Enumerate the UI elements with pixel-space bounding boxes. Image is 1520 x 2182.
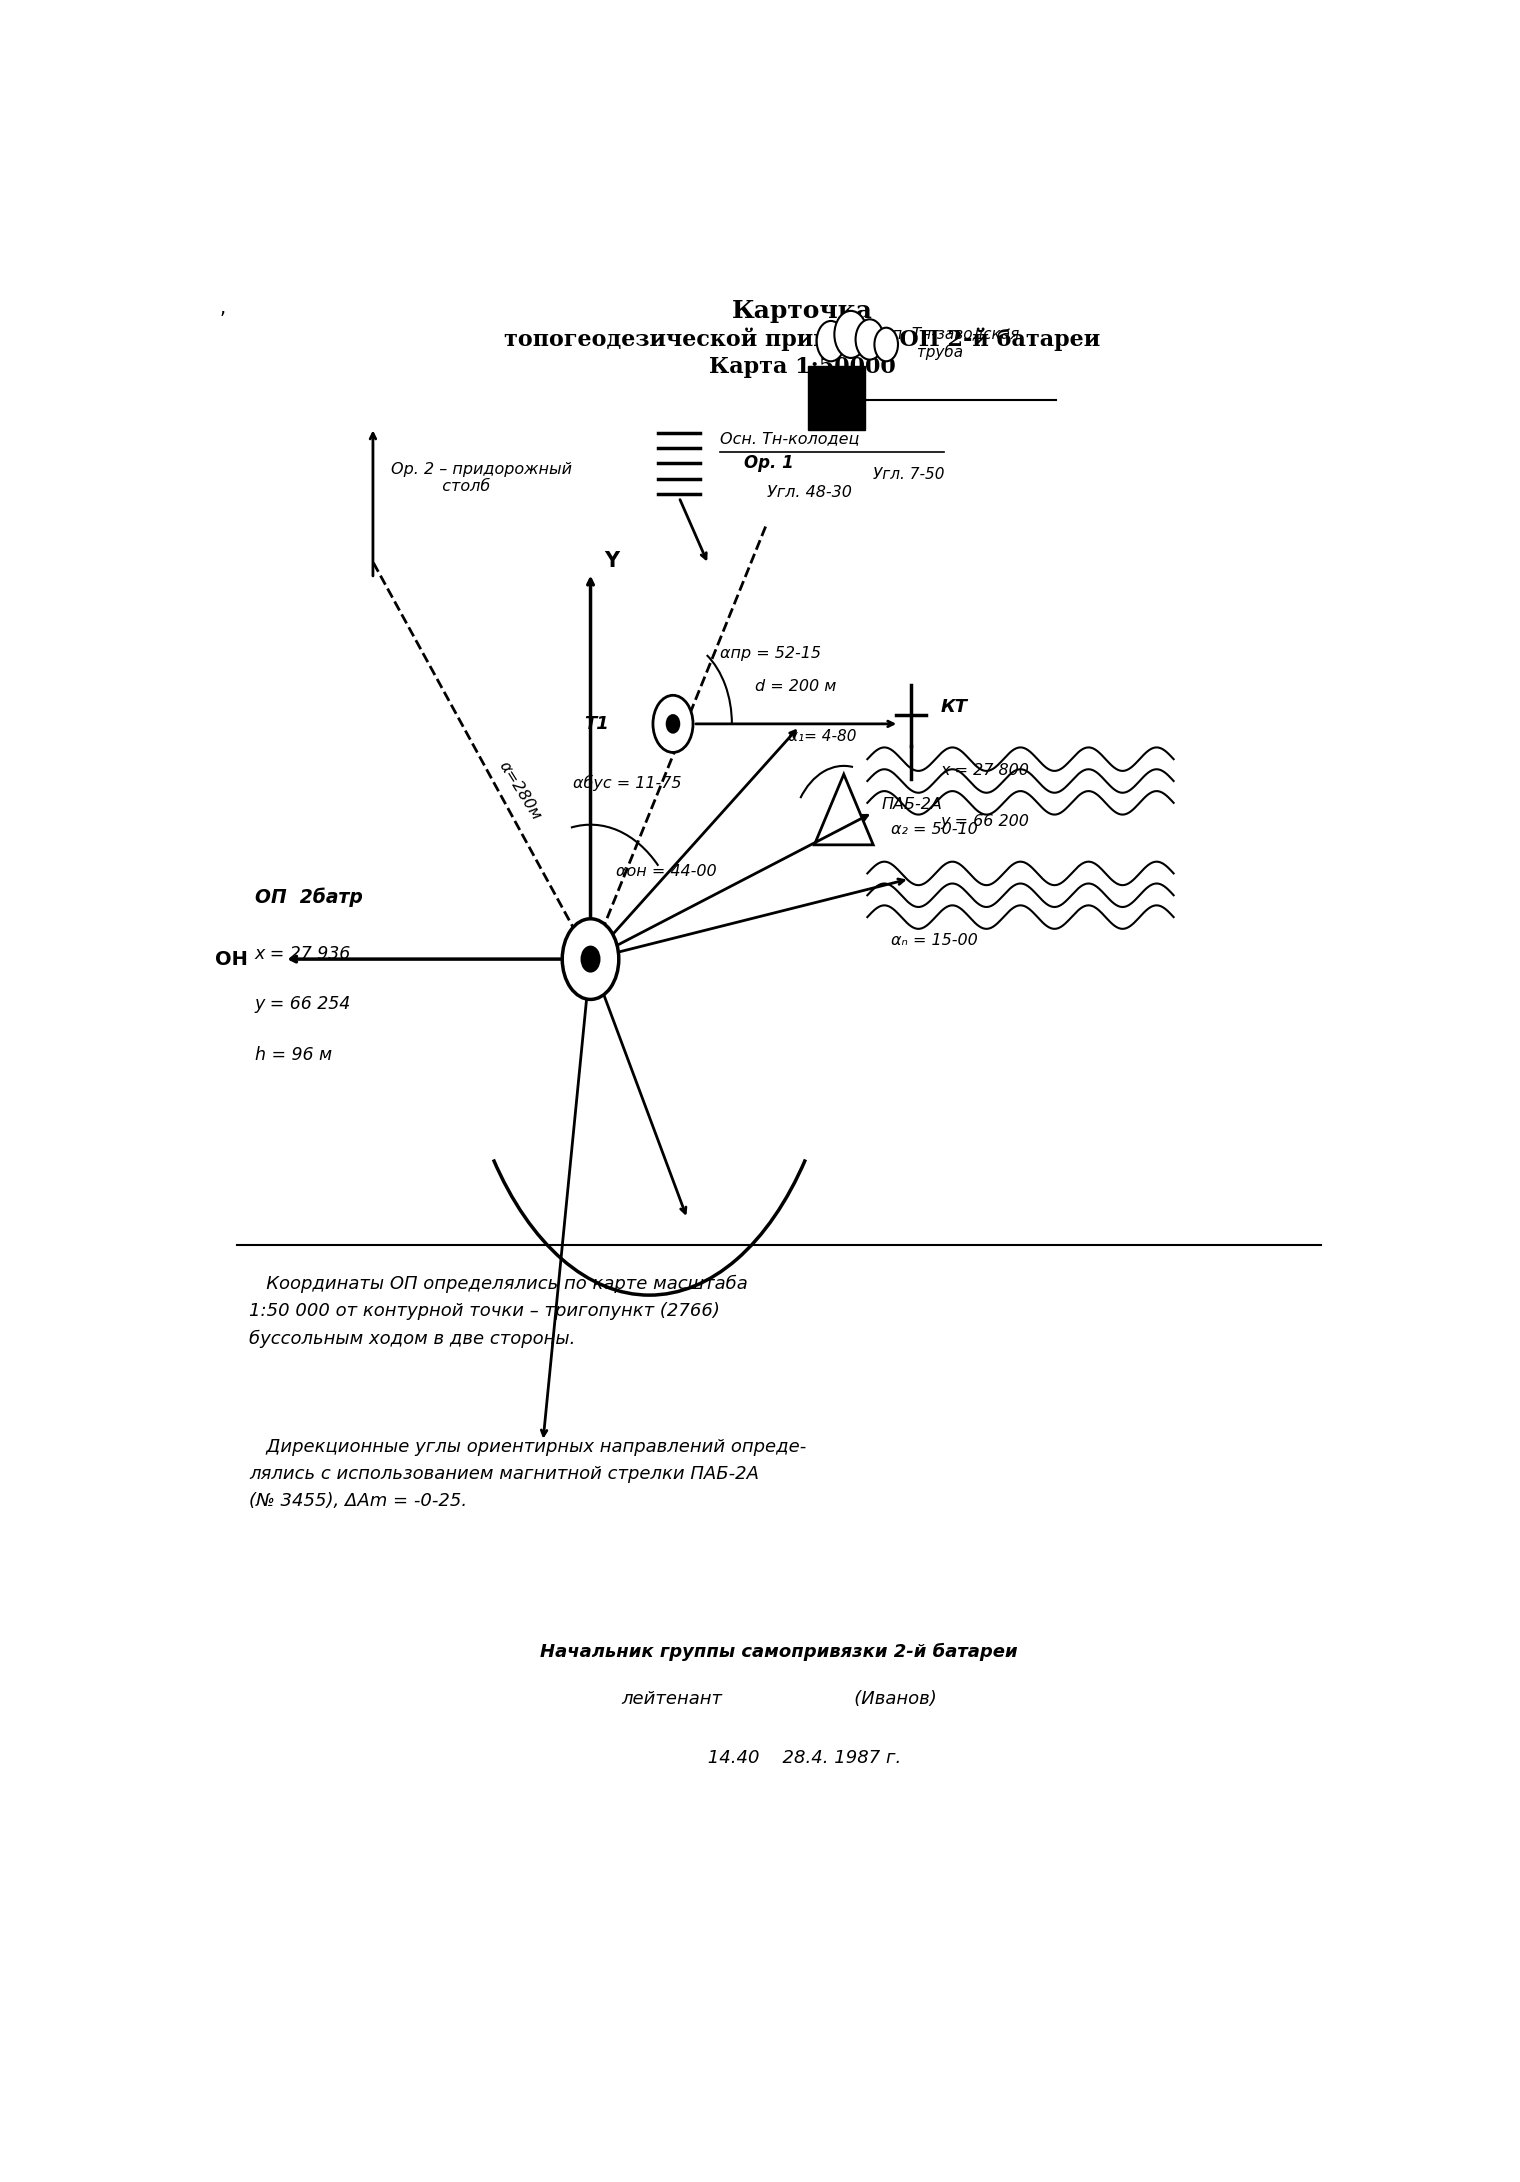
Text: Карточка: Карточка [733, 299, 872, 323]
Text: ПАБ-2А: ПАБ-2А [882, 796, 942, 812]
Text: Дирекционные углы ориентирных направлений опреде-
лялись с использованием магнит: Дирекционные углы ориентирных направлени… [249, 1438, 806, 1510]
Text: αон = 44-00: αон = 44-00 [617, 864, 717, 879]
Text: y = 66 200: y = 66 200 [941, 814, 1029, 829]
Text: αпр = 52-15: αпр = 52-15 [720, 646, 821, 661]
Text: Начальник группы самопривязки 2-й батареи: Начальник группы самопривязки 2-й батаре… [540, 1643, 1018, 1661]
Text: α₂ = 50-10: α₂ = 50-10 [891, 823, 977, 838]
Text: Ор. 1: Ор. 1 [743, 454, 793, 471]
Circle shape [856, 319, 883, 360]
Text: h = 96 м: h = 96 м [255, 1045, 331, 1065]
Text: α₁= 4-80: α₁= 4-80 [789, 729, 857, 744]
Text: 14.40    28.4. 1987 г.: 14.40 28.4. 1987 г. [657, 1748, 901, 1767]
Text: ОП  2батр: ОП 2батр [255, 888, 363, 908]
Text: d = 200 м: d = 200 м [755, 679, 838, 694]
Circle shape [654, 696, 693, 753]
Text: αₙ = 15-00: αₙ = 15-00 [891, 934, 977, 949]
Circle shape [834, 310, 868, 358]
Text: КТ: КТ [941, 698, 967, 716]
Text: Координаты ОП определялись по карте масштаба
1:50 000 от контурной точки – триго: Координаты ОП определялись по карте масш… [249, 1274, 748, 1348]
Text: Угл. 48-30: Угл. 48-30 [768, 484, 853, 500]
Text: y = 66 254: y = 66 254 [255, 995, 351, 1012]
Text: Осн. Тн-колодец: Осн. Тн-колодец [720, 432, 859, 447]
Text: Зап. Тн-заводская
         труба: Зап. Тн-заводская труба [874, 325, 1020, 360]
Text: топогеодезической привязки ОП 2-й батареи: топогеодезической привязки ОП 2-й батаре… [505, 327, 1100, 351]
Text: x = 27 800: x = 27 800 [941, 764, 1029, 779]
Circle shape [816, 321, 845, 362]
Text: Y: Y [605, 550, 620, 572]
Text: x = 27 936: x = 27 936 [255, 945, 351, 962]
Text: ОН: ОН [214, 949, 248, 969]
Text: ,: , [219, 299, 225, 319]
Circle shape [582, 947, 599, 971]
Text: лейтенант                       (Иванов): лейтенант (Иванов) [622, 1689, 936, 1709]
Text: αбус = 11-75: αбус = 11-75 [573, 775, 681, 790]
Text: Т1: Т1 [584, 716, 610, 733]
Text: Ор. 2 – придорожный
          столб: Ор. 2 – придорожный столб [391, 463, 572, 493]
Circle shape [562, 919, 619, 999]
Circle shape [874, 327, 898, 362]
Text: Карта 1:50000: Карта 1:50000 [710, 356, 895, 377]
Circle shape [667, 716, 679, 733]
Text: Угл. 7-50: Угл. 7-50 [874, 467, 945, 482]
Bar [809, 367, 865, 430]
Text: α=280м: α=280м [496, 759, 544, 823]
